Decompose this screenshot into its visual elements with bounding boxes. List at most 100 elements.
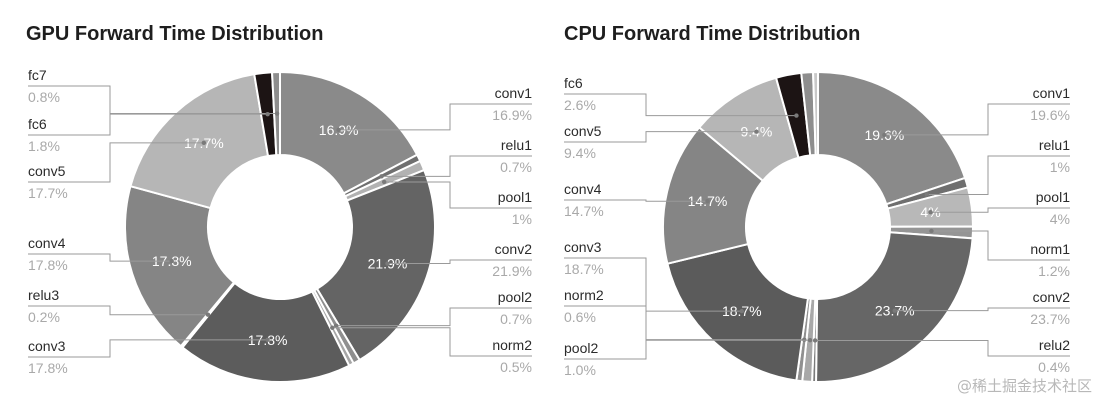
cpu-leader-conv3 bbox=[564, 257, 742, 312]
cpu-leader-pool2 bbox=[564, 339, 811, 360]
gpu-legend-labels: fc7 0.8% fc6 1.8% conv5 17.7% conv4 17.8% relu3 0… bbox=[28, 67, 532, 376]
gpu-anchor-conv1 bbox=[336, 127, 341, 133]
gpu-value-relu3: 0.2% bbox=[28, 309, 60, 325]
cpu-label-conv5: conv5 bbox=[564, 123, 602, 139]
cpu-value-relu2: 0.4% bbox=[1038, 359, 1070, 375]
gpu-leader-conv3 bbox=[28, 339, 268, 358]
cpu-anchor-pool1 bbox=[928, 210, 933, 215]
cpu-leader-conv1 bbox=[884, 103, 1070, 136]
gpu-slice-conv5 bbox=[129, 73, 270, 210]
cpu-slice-conv3 bbox=[666, 242, 810, 382]
cpu-leader-norm1 bbox=[931, 230, 1070, 261]
cpu-leader-conv2 bbox=[894, 307, 1070, 312]
cpu-label-pool2: pool2 bbox=[564, 340, 598, 356]
cpu-label-pool1: pool1 bbox=[1036, 189, 1070, 205]
cpu-leader-fc6 bbox=[564, 93, 797, 117]
gpu-value-conv5: 17.7% bbox=[28, 185, 68, 201]
cpu-value-relu1: 1% bbox=[1050, 159, 1070, 175]
cpu-value-pool2: 1.0% bbox=[564, 362, 596, 378]
gpu-anchor-relu1 bbox=[379, 174, 384, 179]
gpu-label-conv4: conv4 bbox=[28, 235, 66, 251]
cpu-anchor-pool2 bbox=[807, 338, 813, 343]
gpu-value-fc6: 1.8% bbox=[28, 138, 60, 154]
cpu-anchor-conv4 bbox=[705, 198, 710, 204]
gpu-anchor-conv4 bbox=[169, 258, 174, 264]
cpu-anchor-conv3 bbox=[739, 308, 745, 314]
cpu-label-relu1: relu1 bbox=[1039, 137, 1070, 153]
gpu-label-pool2: pool2 bbox=[498, 289, 532, 305]
gpu-value-pool1: 1% bbox=[512, 211, 532, 227]
cpu-slice-conv2 bbox=[815, 231, 974, 383]
gpu-leader-pool2 bbox=[336, 307, 532, 327]
gpu-anchor-fc7 bbox=[274, 111, 280, 116]
gpu-label-conv3: conv3 bbox=[28, 338, 66, 354]
cpu-leader-relu2 bbox=[815, 339, 1070, 357]
gpu-label-pool1: pool1 bbox=[498, 189, 532, 205]
gpu-label-relu1: relu1 bbox=[501, 137, 532, 153]
cpu-value-pool1: 4% bbox=[1050, 211, 1070, 227]
gpu-leader-relu1 bbox=[381, 155, 532, 177]
cpu-label-fc6: fc6 bbox=[564, 75, 583, 91]
cpu-anchor-conv2 bbox=[892, 308, 897, 313]
gpu-leader-conv1 bbox=[338, 103, 532, 131]
gpu-value-conv2: 21.9% bbox=[492, 263, 532, 279]
gpu-label-conv1: conv1 bbox=[495, 85, 533, 101]
gpu-slice-conv4 bbox=[124, 184, 236, 348]
cpu-anchor-conv5 bbox=[754, 129, 759, 134]
cpu-chart-title: CPU Forward Time Distribution bbox=[564, 23, 860, 45]
gpu-value-conv3: 17.8% bbox=[28, 360, 68, 376]
gpu-leader-fc7 bbox=[28, 85, 278, 115]
gpu-leader-conv2 bbox=[387, 259, 532, 265]
cpu-value-norm1: 1.2% bbox=[1038, 263, 1070, 279]
cpu-label-conv4: conv4 bbox=[564, 181, 602, 197]
gpu-anchor-norm2 bbox=[330, 325, 335, 330]
gpu-chart-title: GPU Forward Time Distribution bbox=[26, 23, 323, 45]
cpu-value-conv3: 18.7% bbox=[564, 261, 604, 277]
cpu-anchor-norm2 bbox=[802, 337, 807, 342]
gpu-label-conv5: conv5 bbox=[28, 163, 66, 179]
cpu-label-norm1: norm1 bbox=[1030, 241, 1070, 257]
cpu-anchor-relu1 bbox=[924, 192, 929, 197]
cpu-value-fc6: 2.6% bbox=[564, 97, 596, 113]
cpu-value-conv2: 23.7% bbox=[1030, 311, 1070, 327]
cpu-anchor-fc6 bbox=[794, 113, 799, 118]
gpu-value-conv1: 16.9% bbox=[492, 107, 532, 123]
cpu-leader-relu1 bbox=[926, 155, 1070, 196]
cpu-label-conv2: conv2 bbox=[1033, 289, 1071, 305]
cpu-value-conv5: 9.4% bbox=[564, 145, 596, 161]
cpu-leader-conv4 bbox=[564, 199, 708, 202]
cpu-value-norm2: 0.6% bbox=[564, 309, 596, 325]
gpu-anchor-conv3 bbox=[265, 337, 270, 343]
gpu-leader-conv4 bbox=[28, 253, 172, 262]
gpu-value-fc7: 0.8% bbox=[28, 89, 60, 105]
gpu-donut-chart: 16.9%21.9%17.8%17.8%17.7% bbox=[124, 70, 436, 383]
cpu-slice-conv1 bbox=[817, 70, 967, 206]
gpu-anchor-conv2 bbox=[385, 261, 390, 266]
gpu-leader-fc6 bbox=[28, 113, 268, 136]
cpu-anchor-relu2 bbox=[812, 338, 818, 343]
cpu-label-conv3: conv3 bbox=[564, 239, 602, 255]
cpu-leader-conv5 bbox=[564, 131, 757, 143]
cpu-leader-norm2 bbox=[564, 305, 805, 341]
gpu-slice-conv2 bbox=[315, 168, 436, 362]
gpu-label-fc7: fc7 bbox=[28, 67, 47, 83]
gpu-label-relu3: relu3 bbox=[28, 287, 59, 303]
gpu-anchor-conv5 bbox=[201, 140, 207, 146]
cpu-leader-pool1 bbox=[930, 207, 1070, 213]
gpu-leader-pool1 bbox=[384, 181, 532, 209]
cpu-slice-fc8 bbox=[812, 70, 819, 157]
gpu-slice-conv1 bbox=[279, 70, 419, 195]
cpu-anchor-conv1 bbox=[882, 132, 887, 138]
gpu-slice-conv3 bbox=[181, 281, 351, 383]
gpu-anchor-fc6 bbox=[265, 111, 270, 117]
gpu-anchor-relu3 bbox=[205, 312, 211, 317]
gpu-leader-norm2 bbox=[332, 327, 532, 357]
cpu-legend-labels: fc6 2.6% conv5 9.4% conv4 14.7% conv3 18.7% norm… bbox=[564, 75, 1070, 378]
cpu-label-conv1: conv1 bbox=[1033, 85, 1071, 101]
watermark: @稀土掘金技术社区 bbox=[956, 377, 1092, 395]
gpu-leader-relu3 bbox=[28, 305, 208, 316]
cpu-label-relu2: relu2 bbox=[1039, 337, 1070, 353]
gpu-value-pool2: 0.7% bbox=[500, 311, 532, 327]
